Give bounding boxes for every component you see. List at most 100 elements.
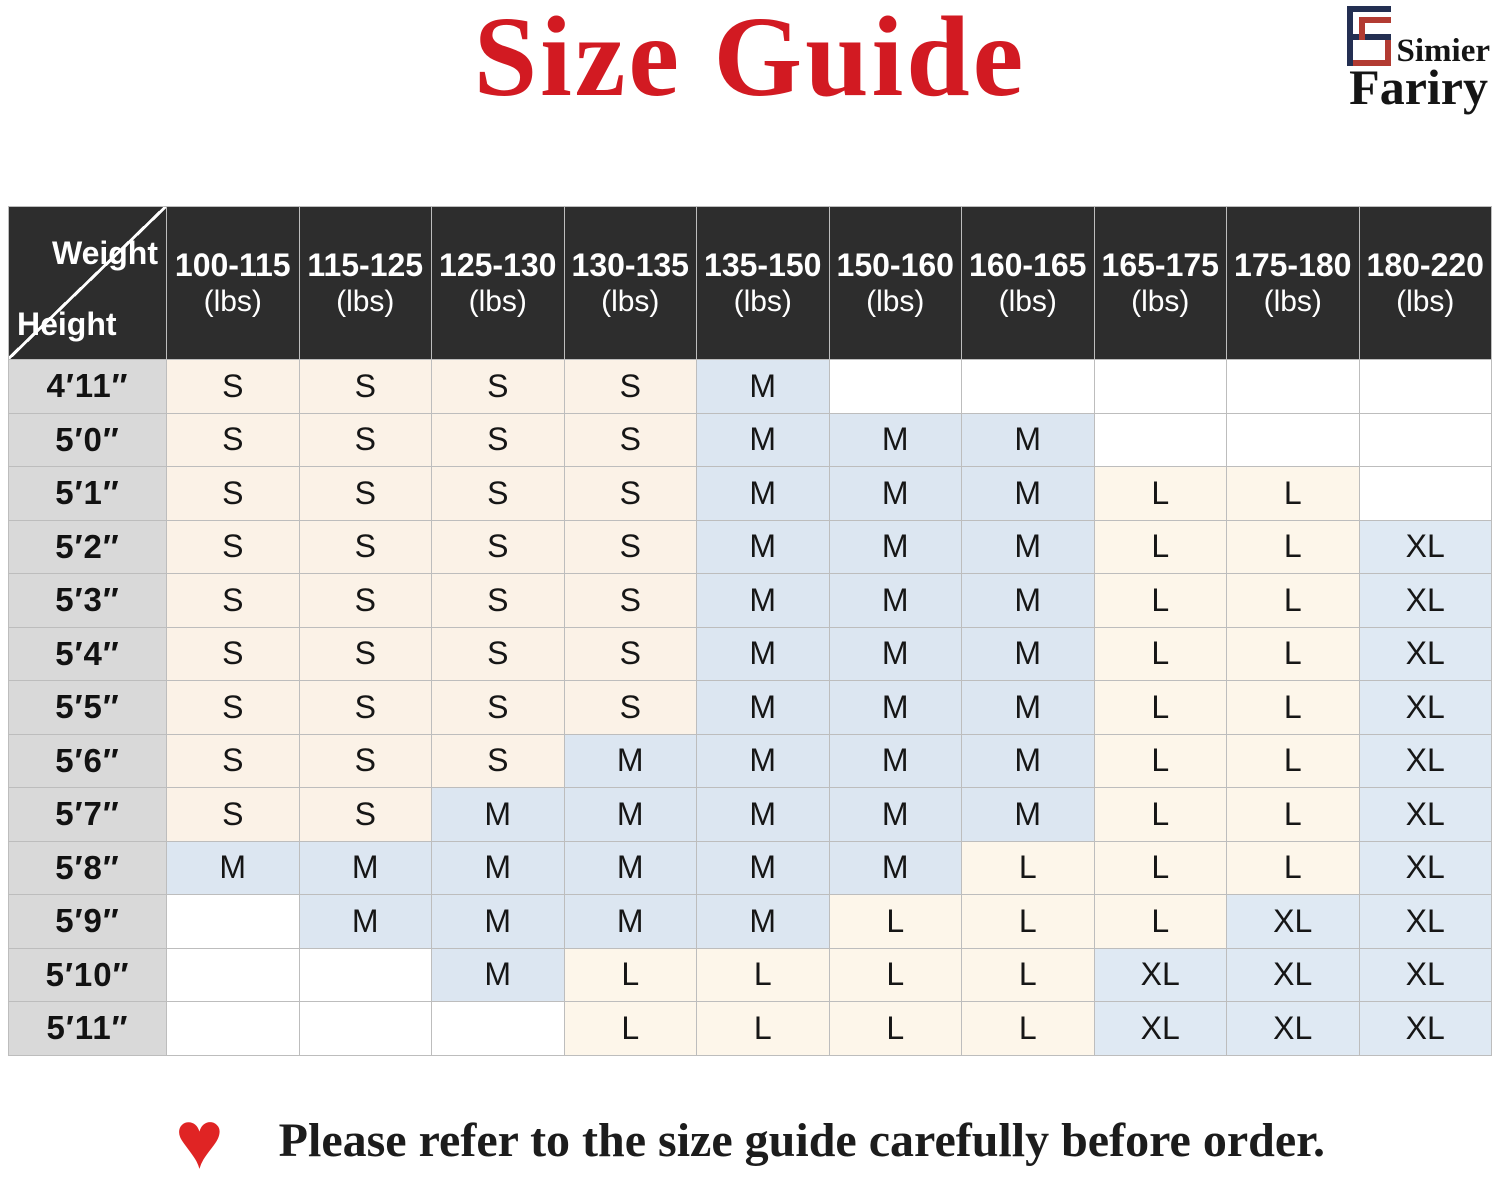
- size-cell: M: [962, 467, 1094, 520]
- weight-range: 180-220: [1366, 246, 1484, 283]
- size-cell: M: [829, 681, 961, 734]
- empty-cell: [1094, 360, 1226, 413]
- table-corner-cell: Weight Height: [9, 207, 166, 359]
- size-cell: M: [829, 788, 961, 841]
- size-cell: M: [829, 734, 961, 787]
- size-cell: S: [167, 360, 299, 413]
- weight-header: 125-130 (lbs): [432, 207, 564, 359]
- size-cell: L: [1094, 895, 1226, 948]
- weight-axis-label: Weight: [51, 235, 158, 271]
- empty-cell: [1359, 413, 1491, 466]
- size-cell: L: [1094, 467, 1226, 520]
- size-cell: M: [697, 627, 829, 680]
- size-cell: M: [432, 948, 564, 1001]
- weight-range: 130-135: [571, 246, 689, 283]
- size-cell: L: [1227, 734, 1359, 787]
- weight-header: 165-175 (lbs): [1094, 207, 1226, 359]
- brand-name-top: Simier: [1396, 33, 1490, 69]
- size-cell: L: [697, 1002, 829, 1055]
- size-cell: L: [962, 895, 1094, 948]
- size-cell: S: [299, 681, 431, 734]
- size-cell: M: [697, 413, 829, 466]
- height-label: 4′11″: [9, 360, 166, 413]
- size-cell: L: [1094, 734, 1226, 787]
- size-cell: S: [299, 788, 431, 841]
- empty-cell: [1227, 360, 1359, 413]
- size-cell: M: [962, 734, 1094, 787]
- size-cell: S: [299, 360, 431, 413]
- size-cell: M: [299, 841, 431, 894]
- size-cell: S: [167, 734, 299, 787]
- size-cell: L: [1094, 841, 1226, 894]
- size-cell: S: [432, 520, 564, 573]
- weight-range: 115-125: [307, 246, 424, 283]
- size-cell: L: [1227, 520, 1359, 573]
- empty-cell: [829, 360, 961, 413]
- size-cell: S: [299, 627, 431, 680]
- size-cell: L: [1227, 467, 1359, 520]
- size-cell: XL: [1359, 841, 1491, 894]
- weight-range: 100-115: [174, 246, 291, 283]
- size-cell: L: [1094, 788, 1226, 841]
- size-cell: M: [962, 574, 1094, 627]
- size-cell: M: [697, 734, 829, 787]
- size-cell: M: [962, 413, 1094, 466]
- size-cell: XL: [1359, 520, 1491, 573]
- height-label: 5′9″: [9, 895, 166, 948]
- size-cell: L: [1094, 574, 1226, 627]
- weight-header: 130-135 (lbs): [564, 207, 696, 359]
- size-cell: S: [432, 627, 564, 680]
- heart-icon: ♥: [174, 1095, 224, 1186]
- brand-name-bottom: Fariry: [1349, 59, 1488, 115]
- weight-unit: (lbs): [1396, 285, 1455, 319]
- size-cell: XL: [1359, 1002, 1491, 1055]
- size-cell: M: [829, 841, 961, 894]
- size-cell: L: [1227, 788, 1359, 841]
- size-cell: XL: [1359, 948, 1491, 1001]
- size-cell: M: [697, 574, 829, 627]
- size-cell: XL: [1359, 681, 1491, 734]
- size-cell: M: [167, 841, 299, 894]
- empty-cell: [1094, 413, 1226, 466]
- size-cell: M: [829, 574, 961, 627]
- size-cell: M: [962, 627, 1094, 680]
- page-title: Size Guide: [473, 0, 1027, 120]
- size-cell: XL: [1359, 895, 1491, 948]
- size-cell: L: [829, 895, 961, 948]
- size-cell: L: [962, 841, 1094, 894]
- height-label: 5′7″: [9, 788, 166, 841]
- size-cell: M: [697, 841, 829, 894]
- size-cell: M: [697, 360, 829, 413]
- size-cell: XL: [1359, 788, 1491, 841]
- size-cell: L: [962, 948, 1094, 1001]
- size-cell: S: [167, 520, 299, 573]
- height-label: 5′5″: [9, 681, 166, 734]
- size-cell: S: [564, 413, 696, 466]
- size-cell: M: [829, 413, 961, 466]
- weight-header: 160-165 (lbs): [962, 207, 1094, 359]
- height-label: 5′10″: [9, 948, 166, 1001]
- size-cell: XL: [1227, 948, 1359, 1001]
- size-cell: S: [167, 574, 299, 627]
- size-cell: M: [697, 895, 829, 948]
- height-label: 5′6″: [9, 734, 166, 787]
- size-cell: M: [564, 788, 696, 841]
- size-cell: M: [697, 520, 829, 573]
- weight-header: 135-150 (lbs): [697, 207, 829, 359]
- size-cell: L: [962, 1002, 1094, 1055]
- height-label: 5′8″: [9, 841, 166, 894]
- size-cell: L: [1094, 627, 1226, 680]
- weight-range: 165-175: [1101, 246, 1219, 283]
- empty-cell: [962, 360, 1094, 413]
- weight-unit: (lbs): [866, 285, 925, 319]
- empty-cell: [432, 1002, 564, 1055]
- size-cell: S: [299, 413, 431, 466]
- size-cell: S: [564, 574, 696, 627]
- weight-header: 150-160 (lbs): [829, 207, 961, 359]
- size-cell: S: [167, 788, 299, 841]
- size-cell: S: [564, 681, 696, 734]
- height-label: 5′3″: [9, 574, 166, 627]
- weight-range: 150-160: [836, 246, 954, 283]
- height-axis-label: Height: [17, 306, 117, 342]
- size-cell: S: [432, 734, 564, 787]
